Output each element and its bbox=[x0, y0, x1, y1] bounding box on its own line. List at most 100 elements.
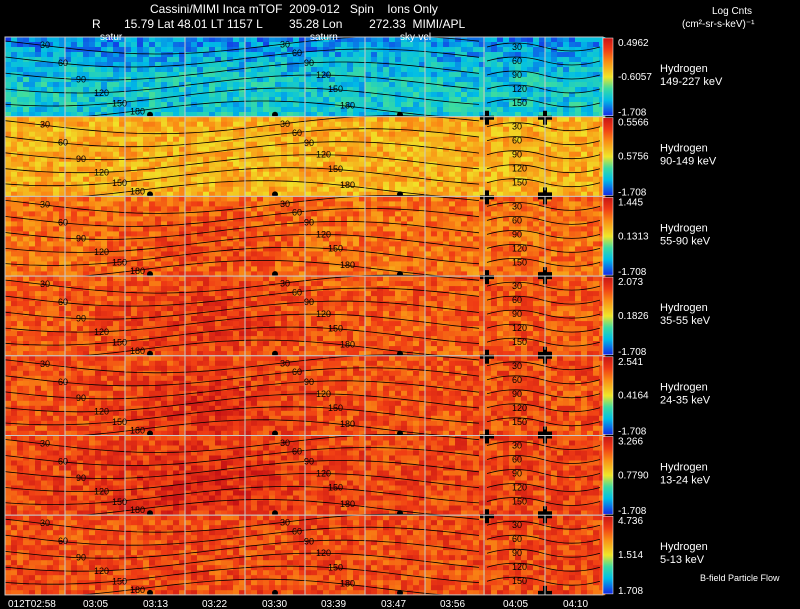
heatmap-cell bbox=[101, 171, 108, 177]
heatmap-cell bbox=[41, 236, 48, 242]
heatmap-cell bbox=[95, 146, 102, 152]
heatmap-cell bbox=[89, 256, 96, 262]
heatmap-cell bbox=[83, 186, 90, 192]
heatmap-cell bbox=[191, 221, 198, 227]
contour-label: 120 bbox=[316, 70, 331, 80]
heatmap-cell bbox=[179, 126, 186, 132]
heatmap-cell bbox=[263, 77, 270, 83]
heatmap-cell bbox=[257, 42, 264, 48]
heatmap-cell bbox=[269, 261, 276, 267]
heatmap-cell bbox=[401, 266, 408, 272]
heatmap-cell bbox=[155, 161, 162, 167]
heatmap-cell bbox=[521, 271, 528, 277]
heatmap-cell bbox=[281, 216, 288, 222]
heatmap-cell bbox=[173, 52, 180, 58]
heatmap-cell bbox=[131, 107, 138, 113]
heatmap-cell bbox=[365, 121, 372, 127]
heatmap-cell bbox=[293, 171, 300, 177]
heatmap-cell bbox=[185, 112, 192, 117]
heatmap-cell bbox=[599, 226, 606, 232]
heatmap-cell bbox=[239, 121, 246, 127]
heatmap-cell bbox=[35, 261, 42, 267]
heatmap-cell bbox=[539, 256, 546, 262]
heatmap-cell bbox=[47, 72, 54, 78]
heatmap-cell bbox=[431, 221, 438, 227]
heatmap-cell bbox=[143, 62, 150, 68]
heatmap-cell bbox=[527, 236, 534, 242]
heatmap-cell bbox=[203, 97, 210, 103]
heatmap-cell bbox=[449, 226, 456, 232]
heatmap-cell bbox=[167, 116, 174, 122]
heatmap-cell bbox=[41, 97, 48, 103]
heatmap-cell bbox=[575, 67, 582, 73]
heatmap-cell bbox=[317, 246, 324, 252]
heatmap-cell bbox=[263, 97, 270, 103]
heatmap-cell bbox=[533, 191, 540, 197]
heatmap-cell bbox=[269, 77, 276, 83]
heatmap-cell bbox=[245, 206, 252, 212]
heatmap-cell bbox=[389, 216, 396, 222]
heatmap-cell bbox=[509, 107, 516, 113]
heatmap-cell bbox=[107, 241, 114, 247]
heatmap-cell bbox=[461, 206, 468, 212]
heatmap-cell bbox=[257, 47, 264, 53]
heatmap-cell bbox=[431, 226, 438, 232]
heatmap-cell bbox=[83, 251, 90, 257]
heatmap-cell bbox=[311, 261, 318, 267]
heatmap-cell bbox=[29, 112, 36, 117]
heatmap-cell bbox=[497, 112, 504, 117]
heatmap-cell bbox=[17, 67, 24, 73]
heatmap-cell bbox=[437, 211, 444, 217]
heatmap-cell bbox=[317, 136, 324, 142]
heatmap-cell bbox=[497, 266, 504, 272]
heatmap-cell bbox=[251, 151, 258, 157]
heatmap-cell bbox=[497, 211, 504, 217]
heatmap-cell bbox=[263, 196, 270, 202]
heatmap-cell bbox=[119, 57, 126, 63]
heatmap-cell bbox=[83, 37, 90, 43]
heatmap-cell bbox=[83, 116, 90, 122]
heatmap-cell bbox=[539, 121, 546, 127]
heatmap-cell bbox=[383, 266, 390, 272]
heatmap-cell bbox=[197, 226, 204, 232]
heatmap-cell bbox=[137, 92, 144, 98]
heatmap-cell bbox=[425, 42, 432, 48]
contour-label: 120 bbox=[512, 243, 527, 253]
heatmap-cell bbox=[131, 67, 138, 73]
heatmap-cell bbox=[263, 166, 270, 172]
heatmap-cell bbox=[371, 226, 378, 232]
heatmap-cell bbox=[563, 107, 570, 113]
heatmap-cell bbox=[335, 141, 342, 147]
heatmap-cell bbox=[65, 216, 72, 222]
heatmap-cell bbox=[521, 112, 528, 117]
heatmap-cell bbox=[389, 241, 396, 247]
heatmap-cell bbox=[227, 151, 234, 157]
heatmap-cell bbox=[239, 171, 246, 177]
heatmap-cell bbox=[293, 231, 300, 237]
heatmap-cell bbox=[473, 221, 480, 227]
heatmap-cell bbox=[113, 82, 120, 88]
heatmap-cell bbox=[449, 92, 456, 98]
heatmap-cell bbox=[437, 186, 444, 192]
heatmap-cell bbox=[449, 171, 456, 177]
heatmap-cell bbox=[539, 201, 546, 207]
heatmap-cell bbox=[119, 87, 126, 93]
heatmap-cell bbox=[311, 47, 318, 53]
heatmap-cell bbox=[377, 201, 384, 207]
heatmap-cell bbox=[161, 261, 168, 267]
heatmap-cell bbox=[449, 107, 456, 113]
heatmap-cell bbox=[467, 126, 474, 132]
heatmap-cell bbox=[521, 72, 528, 78]
heatmap-cell bbox=[347, 166, 354, 172]
heatmap-cell bbox=[533, 42, 540, 48]
heatmap-cell bbox=[563, 176, 570, 182]
heatmap-cell bbox=[5, 216, 12, 222]
heatmap-cell bbox=[197, 42, 204, 48]
heatmap-cell bbox=[185, 181, 192, 187]
heatmap-cell bbox=[53, 102, 60, 108]
heatmap-cell bbox=[431, 67, 438, 73]
heatmap-cell bbox=[137, 42, 144, 48]
heatmap-cell bbox=[461, 77, 468, 83]
heatmap-cell bbox=[449, 112, 456, 117]
heatmap-cell bbox=[47, 112, 54, 117]
